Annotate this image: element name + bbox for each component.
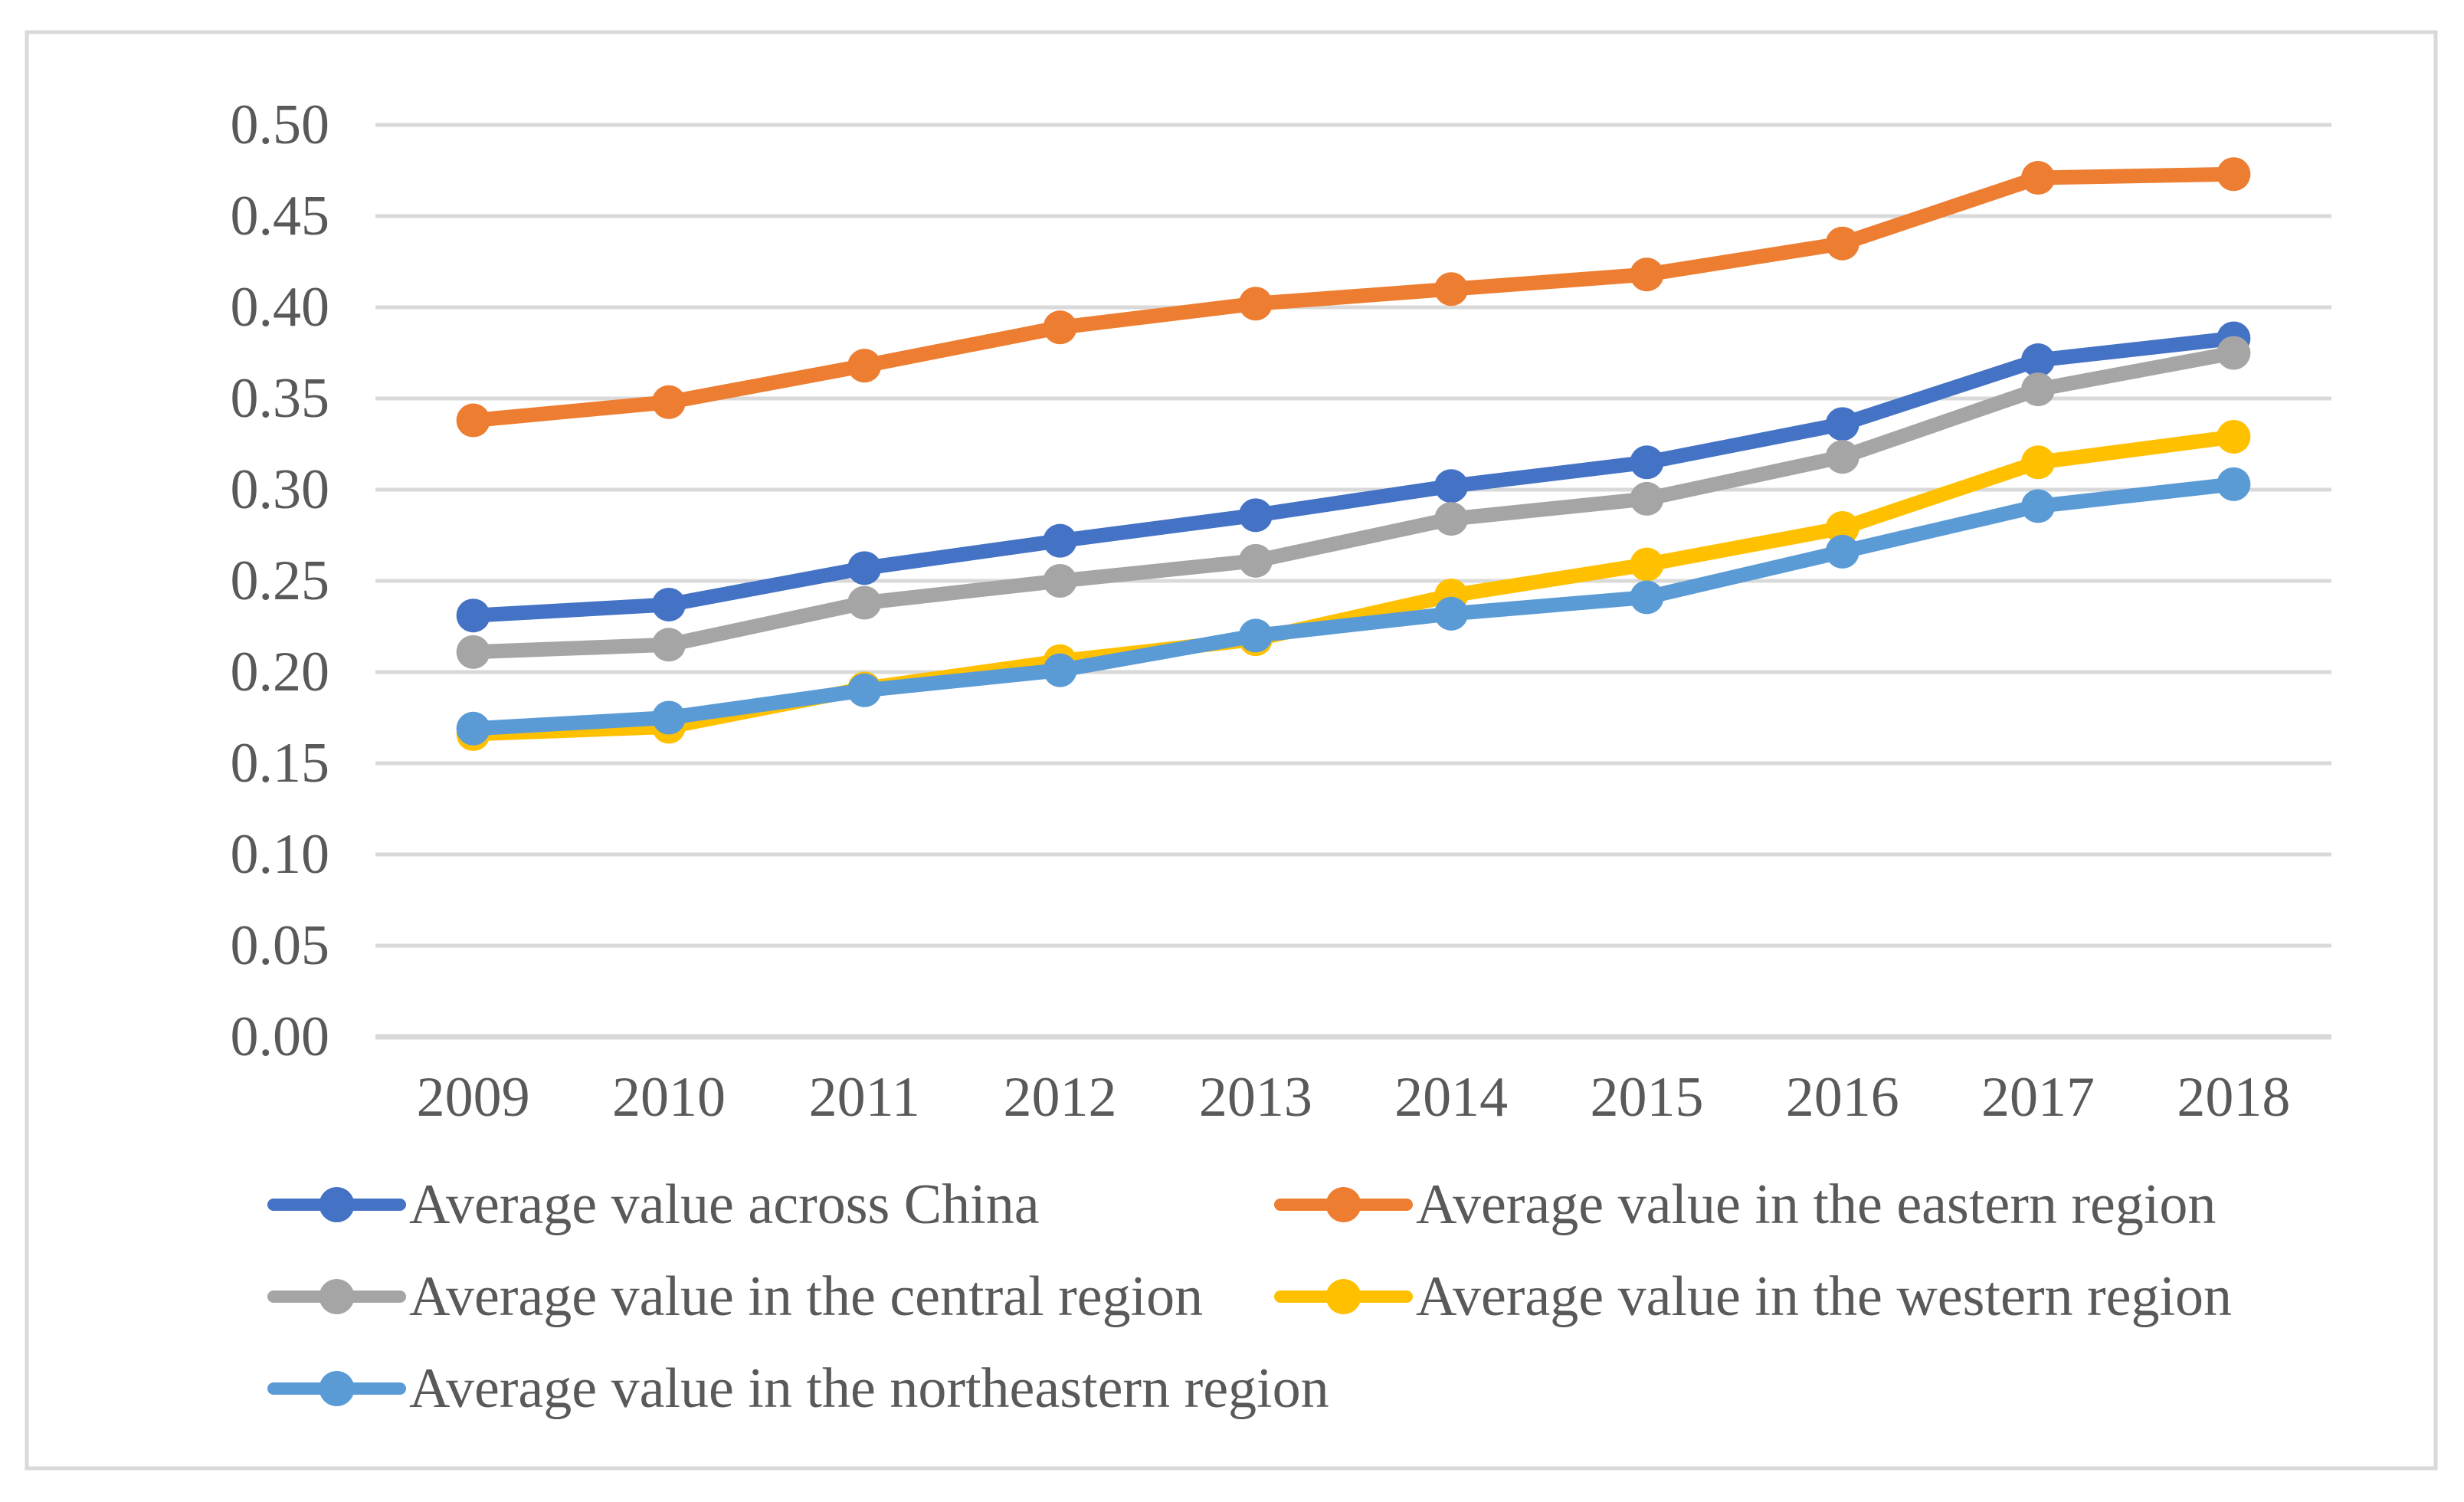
legend: Average value across China Average value … <box>267 1173 2232 1420</box>
data-point <box>2021 489 2056 523</box>
data-point <box>1630 547 1664 582</box>
y-tick-label: 0.15 <box>231 732 330 795</box>
data-point <box>2217 336 2251 370</box>
x-tick-label: 2011 <box>809 1066 920 1129</box>
data-point <box>1238 543 1273 578</box>
series-line <box>466 477 2241 736</box>
x-tick-label: 2009 <box>417 1066 530 1129</box>
data-point <box>1630 257 1664 292</box>
legend-label: Average value in the western region <box>1416 1265 2232 1328</box>
data-point <box>456 711 490 746</box>
y-tick-label: 0.00 <box>231 1005 330 1068</box>
legend-item: Average value in the central region <box>267 1265 1203 1328</box>
legend-marker-icon <box>319 1371 355 1406</box>
series-average-value-across-china <box>456 321 2251 633</box>
x-tick-label: 2014 <box>1394 1066 1508 1129</box>
x-tick-label: 2010 <box>612 1066 726 1129</box>
data-point <box>1238 618 1273 653</box>
x-tick-label: 2015 <box>1590 1066 1703 1129</box>
data-point <box>1434 272 1469 307</box>
legend-item: Average value in the northeastern region <box>267 1357 1329 1420</box>
gridlines <box>375 123 2331 1040</box>
series-line <box>466 166 2241 428</box>
x-tick-label: 2012 <box>1004 1066 1117 1129</box>
y-tick-label: 0.20 <box>231 641 330 703</box>
legend-label: Average value in the central region <box>409 1265 1203 1328</box>
series-line <box>466 346 2241 660</box>
data-point <box>1043 523 1077 558</box>
legend-item: Average value across China <box>267 1173 1040 1236</box>
x-axis-tick-labels: 2009 2010 2011 2012 2013 2014 2015 2016 2017 2018 <box>417 1066 2291 1129</box>
data-point <box>2021 372 2056 407</box>
legend-label: Average value in the northeastern region <box>409 1357 1329 1420</box>
data-point <box>651 385 686 419</box>
y-tick-label: 0.45 <box>231 185 330 248</box>
data-point <box>1238 498 1273 533</box>
data-point <box>1043 310 1077 345</box>
series-line <box>466 330 2241 623</box>
data-point <box>456 403 490 438</box>
data-point <box>847 585 882 620</box>
data-point <box>1825 510 1859 545</box>
x-tick-label: 2017 <box>1981 1066 2095 1129</box>
data-point <box>651 628 686 662</box>
figure-border <box>25 30 2438 1471</box>
data-point <box>2021 343 2056 378</box>
legend-item: Average value in the western region <box>1274 1265 2232 1328</box>
data-point <box>1825 407 1859 441</box>
data-point <box>651 700 686 735</box>
data-point <box>2021 161 2056 195</box>
y-tick-label: 0.10 <box>231 823 330 886</box>
data-point <box>1043 653 1077 687</box>
data-point <box>2217 467 2251 501</box>
data-point <box>1630 481 1664 516</box>
data-point <box>2217 157 2251 192</box>
series-lines <box>456 157 2251 751</box>
legend-marker-icon <box>1325 1279 1361 1314</box>
data-point <box>847 349 882 383</box>
y-tick-label: 0.25 <box>231 549 330 612</box>
data-point <box>651 587 686 621</box>
y-tick-label: 0.05 <box>231 914 330 977</box>
series-average-value-in-the-central-region <box>456 336 2251 669</box>
data-point <box>1434 596 1469 631</box>
y-tick-label: 0.35 <box>231 367 330 430</box>
y-tick-label: 0.50 <box>231 93 330 156</box>
data-point <box>1434 502 1469 536</box>
legend-marker-icon <box>1325 1187 1361 1222</box>
data-point <box>2021 445 2056 480</box>
data-point <box>456 599 490 633</box>
legend-item: Average value in the eastern region <box>1274 1173 2216 1236</box>
data-point <box>2217 419 2251 454</box>
data-point <box>1434 469 1469 503</box>
data-point <box>456 635 490 669</box>
data-point <box>1825 226 1859 261</box>
y-axis-tick-labels: 0.00 0.05 0.10 0.15 0.20 0.25 0.30 0.35 0.40 0.45… <box>231 93 330 1068</box>
legend-marker-icon <box>319 1187 355 1222</box>
data-point <box>847 673 882 707</box>
x-tick-label: 2018 <box>2177 1066 2290 1129</box>
data-point <box>1630 580 1664 615</box>
y-tick-label: 0.40 <box>231 276 330 339</box>
legend-label: Average value across China <box>409 1173 1040 1236</box>
x-tick-label: 2016 <box>1786 1066 1899 1129</box>
data-point <box>1043 564 1077 598</box>
series-average-value-in-the-eastern-region <box>456 157 2251 438</box>
legend-marker-icon <box>319 1279 355 1314</box>
data-point <box>1825 440 1859 474</box>
x-tick-label: 2013 <box>1199 1066 1312 1129</box>
data-point <box>1825 534 1859 569</box>
data-point <box>1238 287 1273 321</box>
legend-label: Average value in the eastern region <box>1416 1173 2216 1236</box>
data-point <box>1630 445 1664 480</box>
series-average-value-in-the-northeastern-region <box>456 467 2251 746</box>
data-point <box>847 551 882 585</box>
y-tick-label: 0.30 <box>231 458 330 521</box>
